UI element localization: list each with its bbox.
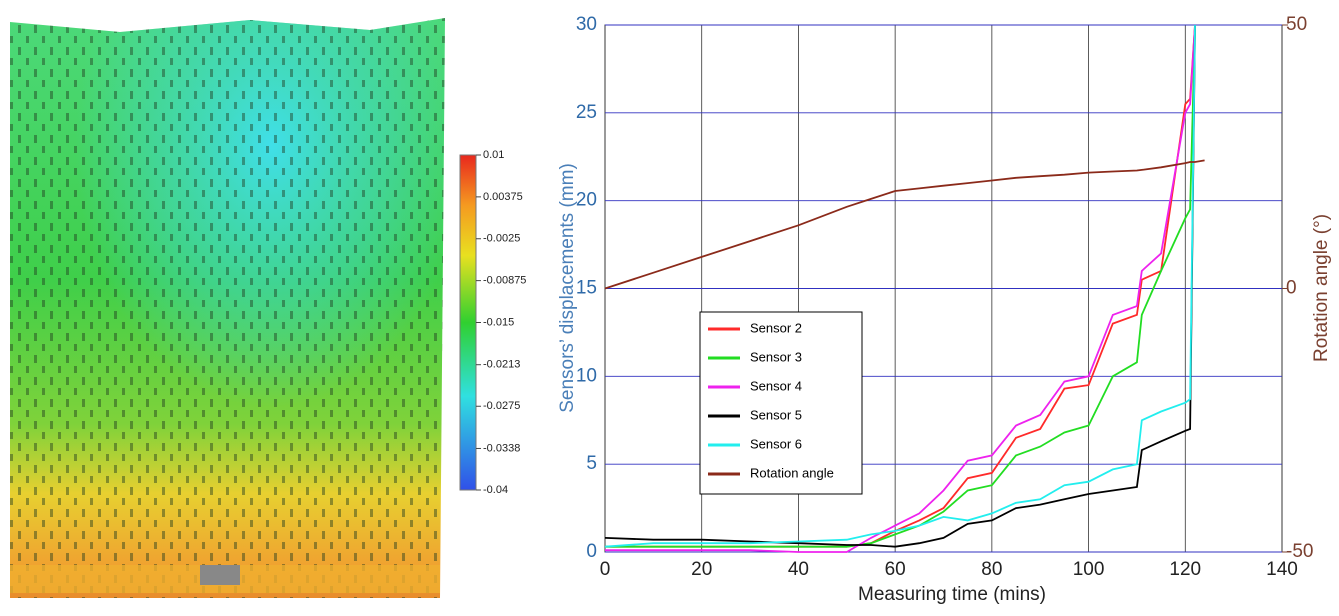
series-line — [604, 24, 1196, 548]
x-axis-label: Measuring time (mins) — [858, 584, 1046, 605]
legend-label: Sensor 2 — [750, 320, 802, 335]
series-line — [604, 159, 1205, 290]
legend: Sensor 2 Sensor 3 Sensor 4 Sensor 5 Sensor 6… — [699, 311, 863, 495]
colorbar-tick-label: -0.04 — [483, 484, 508, 496]
x-tick-label: 0 — [600, 559, 611, 580]
colorbar-tick-label: 0.01 — [483, 149, 504, 161]
y2-tick-label: 50 — [1286, 14, 1307, 35]
y-tick-label: 30 — [576, 14, 597, 35]
y-axis-label: Sensors’ displacements (mm) — [557, 163, 578, 413]
y2-tick-label: -50 — [1286, 541, 1313, 562]
colorbar-tick-label: -0.0213 — [483, 359, 520, 371]
series-line — [605, 24, 1196, 548]
series-line — [605, 24, 1196, 553]
colorbar-tick-label: -0.0338 — [483, 442, 520, 454]
x-tick-label: 40 — [788, 559, 809, 580]
legend-box — [699, 311, 863, 495]
y2-tick-label: 0 — [1286, 278, 1297, 299]
series-line — [604, 24, 1196, 548]
y-tick-label: 10 — [576, 365, 597, 386]
colorbar-tick-label: 0.00375 — [483, 191, 523, 203]
legend-label: Sensor 6 — [750, 436, 802, 451]
y-tick-label: 20 — [576, 190, 597, 211]
x-tick-label: 120 — [1169, 559, 1201, 580]
x-tick-label: 60 — [885, 559, 906, 580]
x-tick-label: 80 — [981, 559, 1002, 580]
colorbar-tick-label: -0.0275 — [483, 400, 520, 412]
y-tick-label: 0 — [586, 541, 597, 562]
legend-label: Sensor 4 — [750, 378, 802, 393]
x-tick-label: 140 — [1266, 559, 1298, 580]
x-tick-label: 20 — [691, 559, 712, 580]
colorbar-tick-label: -0.00875 — [483, 275, 526, 287]
series-line — [605, 24, 1196, 548]
y2-axis-label: Rotation angle (°) — [1311, 214, 1332, 362]
y-tick-label: 5 — [586, 453, 597, 474]
x-tick-label: 100 — [1073, 559, 1105, 580]
colorbar-tick-label: -0.015 — [483, 316, 514, 328]
y-tick-label: 15 — [576, 278, 597, 299]
legend-label: Rotation angle — [750, 465, 834, 480]
colorbar — [459, 154, 477, 491]
legend-label: Sensor 3 — [750, 349, 802, 364]
legend-label: Sensor 5 — [750, 407, 802, 422]
colorbar-tick-label: -0.0025 — [483, 233, 520, 245]
y-tick-label: 25 — [576, 102, 597, 123]
wall-heatmap — [10, 18, 445, 598]
